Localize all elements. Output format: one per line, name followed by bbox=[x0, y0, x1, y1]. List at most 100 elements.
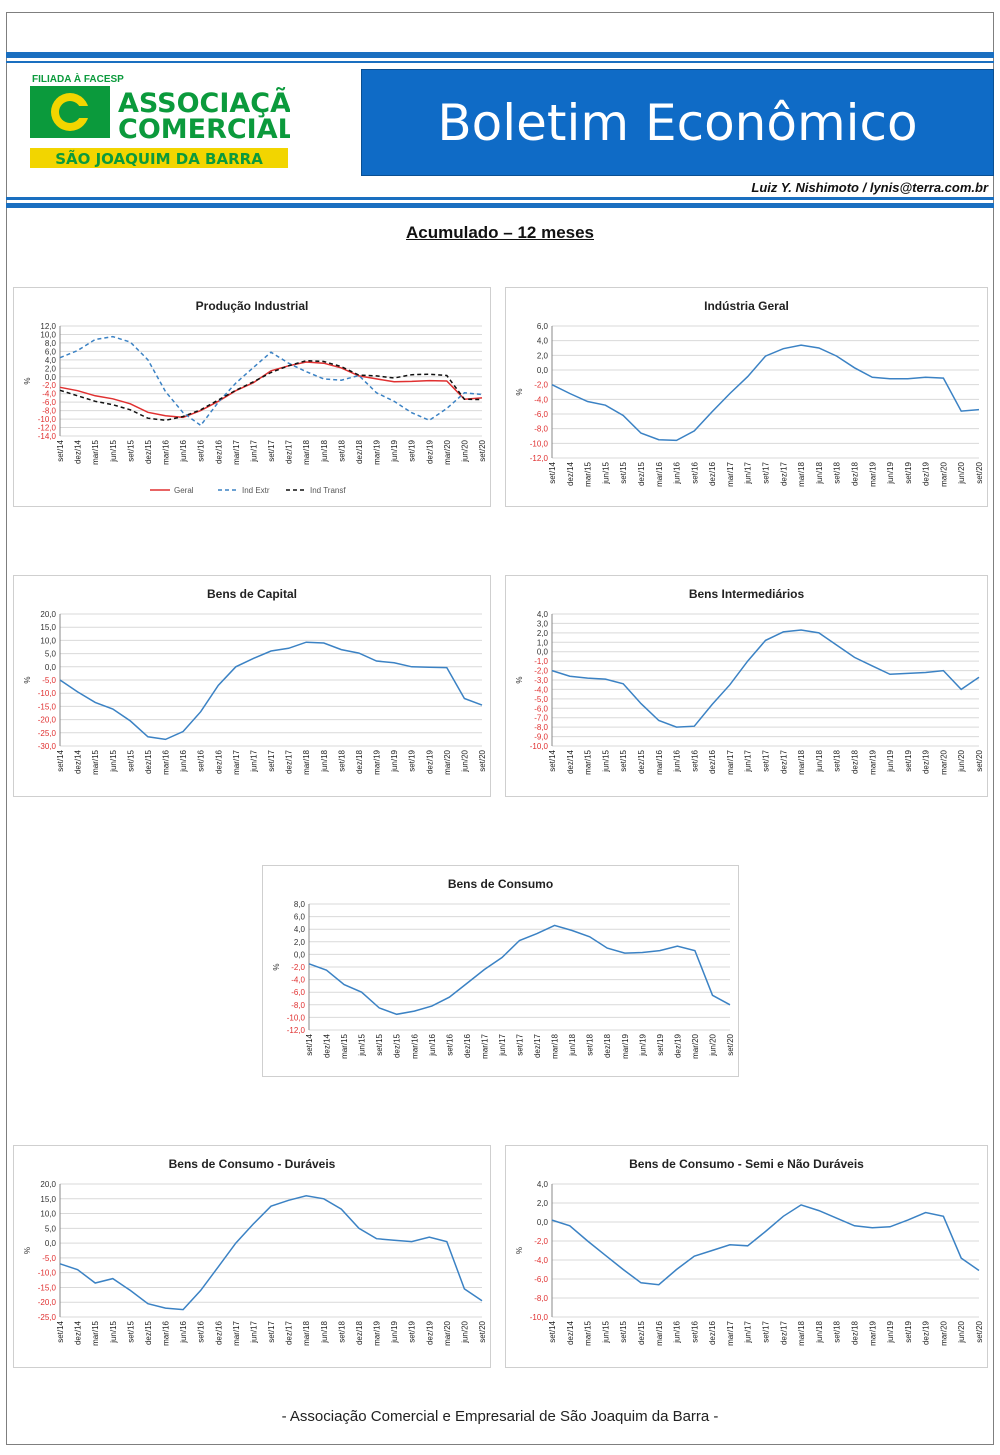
x-tick-label: dez/18 bbox=[355, 749, 364, 774]
x-tick-label: jun/17 bbox=[498, 1033, 507, 1056]
y-tick-label: -30,0 bbox=[38, 742, 57, 751]
y-tick-label: 4,0 bbox=[537, 1180, 549, 1189]
chart-title: Bens de Consumo - Duráveis bbox=[169, 1157, 336, 1171]
x-tick-label: dez/14 bbox=[74, 439, 83, 464]
y-tick-label: -4,0 bbox=[42, 390, 56, 399]
x-tick-label: dez/16 bbox=[708, 461, 717, 486]
x-tick-label: dez/14 bbox=[74, 749, 83, 774]
chart-title: Bens de Capital bbox=[207, 587, 297, 601]
x-tick-label: dez/15 bbox=[144, 439, 153, 464]
y-tick-label: 1,0 bbox=[537, 638, 549, 647]
x-tick-label: set/19 bbox=[904, 1320, 913, 1342]
x-tick-label: set/19 bbox=[408, 439, 417, 461]
y-tick-label: 8,0 bbox=[294, 900, 306, 909]
header-blue-rule-2 bbox=[6, 203, 994, 208]
y-tick-label: -2,0 bbox=[291, 963, 305, 972]
x-tick-label: mar/16 bbox=[162, 1320, 171, 1345]
section-title: Acumulado – 12 meses bbox=[405, 223, 595, 242]
logo-band bbox=[30, 148, 288, 168]
y-tick-label: -8,0 bbox=[534, 723, 548, 732]
x-tick-label: mar/19 bbox=[868, 1320, 877, 1345]
chart-svg: Bens de Consumo - Semi e Não Duráveis 4,0… bbox=[515, 1157, 984, 1346]
x-tick-label: jun/20 bbox=[957, 461, 966, 484]
y-tick-label: -20,0 bbox=[38, 716, 57, 725]
x-tick-label: set/16 bbox=[690, 749, 699, 771]
y-tick-label: -10,0 bbox=[38, 689, 57, 698]
x-tick-label: set/19 bbox=[904, 461, 913, 483]
logo-top-text: FILIADA À FACESP bbox=[32, 72, 124, 85]
y-tick-label: 20,0 bbox=[40, 1180, 56, 1189]
x-tick-label: jun/18 bbox=[320, 439, 329, 462]
chart-svg: Bens de Capital 20,0 15,0 10,0 5,0 0,0 -5,0 -10… bbox=[23, 587, 487, 775]
y-tick-label: -4,0 bbox=[291, 976, 305, 985]
y-tick-label: -8,0 bbox=[534, 425, 548, 434]
x-tick-label: mar/16 bbox=[162, 439, 171, 464]
y-tick-label: 0,0 bbox=[45, 663, 57, 672]
x-tick-label: dez/14 bbox=[566, 1320, 575, 1345]
y-tick-label: 15,0 bbox=[40, 623, 56, 632]
x-tick-label: dez/15 bbox=[637, 461, 646, 486]
x-tick-label: jun/16 bbox=[179, 749, 188, 772]
x-tick-label: set/17 bbox=[267, 749, 276, 771]
y-tick-label: 8,0 bbox=[45, 339, 57, 348]
chart-title: Bens de Consumo - Semi e Não Duráveis bbox=[629, 1157, 864, 1171]
x-tick-label: mar/16 bbox=[655, 461, 664, 486]
y-tick-label: -2,0 bbox=[534, 381, 548, 390]
y-tick-label: -14,0 bbox=[38, 432, 57, 441]
x-tick-label: jun/20 bbox=[957, 749, 966, 772]
y-tick-label: -2,0 bbox=[534, 667, 548, 676]
y-tick-label: -5,0 bbox=[42, 676, 56, 685]
x-tick-label: jun/17 bbox=[249, 1320, 258, 1343]
y-tick-label: 0,0 bbox=[537, 648, 549, 657]
x-tick-label: set/20 bbox=[478, 749, 487, 771]
x-tick-label: mar/17 bbox=[480, 1033, 489, 1058]
x-tick-label: set/15 bbox=[619, 1320, 628, 1342]
x-tick-label: jun/19 bbox=[886, 749, 895, 772]
x-tick-label: dez/18 bbox=[355, 439, 364, 464]
x-tick-label: jun/18 bbox=[568, 1033, 577, 1056]
y-tick-label: 10,0 bbox=[40, 330, 56, 339]
x-tick-label: mar/15 bbox=[584, 1320, 593, 1345]
x-tick-label: jun/18 bbox=[320, 1320, 329, 1343]
y-tick-label: 2,0 bbox=[45, 364, 57, 373]
x-tick-label: dez/14 bbox=[566, 461, 575, 486]
x-tick-label: set/15 bbox=[619, 749, 628, 771]
x-tick-label: set/18 bbox=[586, 1033, 595, 1055]
x-tick-label: mar/19 bbox=[373, 1320, 382, 1345]
x-tick-label: set/20 bbox=[726, 1033, 735, 1055]
chart-svg: Bens de Consumo 8,0 6,0 4,0 2,0 0,0 -2,0 -4,0 -6… bbox=[272, 877, 735, 1059]
bulletin-title-banner: Boletim Econômico bbox=[361, 69, 994, 176]
y-tick-label: -5,0 bbox=[42, 1254, 56, 1263]
chart-bens-consumo-semi-nao-duraveis: Bens de Consumo - Semi e Não Duráveis 4,0… bbox=[505, 1145, 988, 1368]
chart-bens-consumo-duraveis: Bens de Consumo - Duráveis 20,0 15,0 10,0 5,… bbox=[13, 1145, 491, 1368]
y-axis-label: % bbox=[272, 963, 281, 970]
x-tick-label: jun/16 bbox=[673, 461, 682, 484]
x-tick-label: set/18 bbox=[337, 1320, 346, 1342]
x-tick-label: mar/19 bbox=[621, 1033, 630, 1058]
x-tick-label: dez/15 bbox=[144, 1320, 153, 1345]
x-tick-label: set/14 bbox=[56, 1320, 65, 1342]
x-tick-label: dez/19 bbox=[425, 749, 434, 774]
x-tick-label: mar/15 bbox=[340, 1033, 349, 1058]
x-tick-label: set/16 bbox=[445, 1033, 454, 1055]
y-tick-label: 0,0 bbox=[537, 1218, 549, 1227]
x-tick-label: set/19 bbox=[904, 749, 913, 771]
y-tick-label: 10,0 bbox=[40, 636, 56, 645]
chart-bens-intermediarios: Bens Intermediários 4,0 3,0 2,0 1,0 0,0 -1,0 -2… bbox=[505, 575, 988, 797]
top-blue-rule bbox=[6, 52, 994, 58]
y-tick-label: -20,0 bbox=[38, 1298, 57, 1307]
x-tick-label: set/14 bbox=[548, 749, 557, 771]
x-tick-label: dez/16 bbox=[214, 1320, 223, 1345]
x-tick-label: mar/17 bbox=[726, 461, 735, 486]
chart-svg: Bens Intermediários 4,03,02,01,00,0-1,0-2… bbox=[515, 587, 984, 775]
y-tick-label: -10,0 bbox=[530, 742, 549, 751]
y-axis-label: % bbox=[515, 388, 524, 395]
x-tick-label: dez/14 bbox=[74, 1320, 83, 1345]
x-tick-label: mar/18 bbox=[797, 1320, 806, 1345]
y-tick-label: -10,0 bbox=[38, 415, 57, 424]
x-tick-label: jun/16 bbox=[428, 1033, 437, 1056]
legend-label: Ind Transf bbox=[310, 486, 346, 495]
x-tick-label: set/17 bbox=[267, 1320, 276, 1342]
y-tick-label: 0,0 bbox=[45, 373, 57, 382]
x-tick-label: set/17 bbox=[267, 439, 276, 461]
